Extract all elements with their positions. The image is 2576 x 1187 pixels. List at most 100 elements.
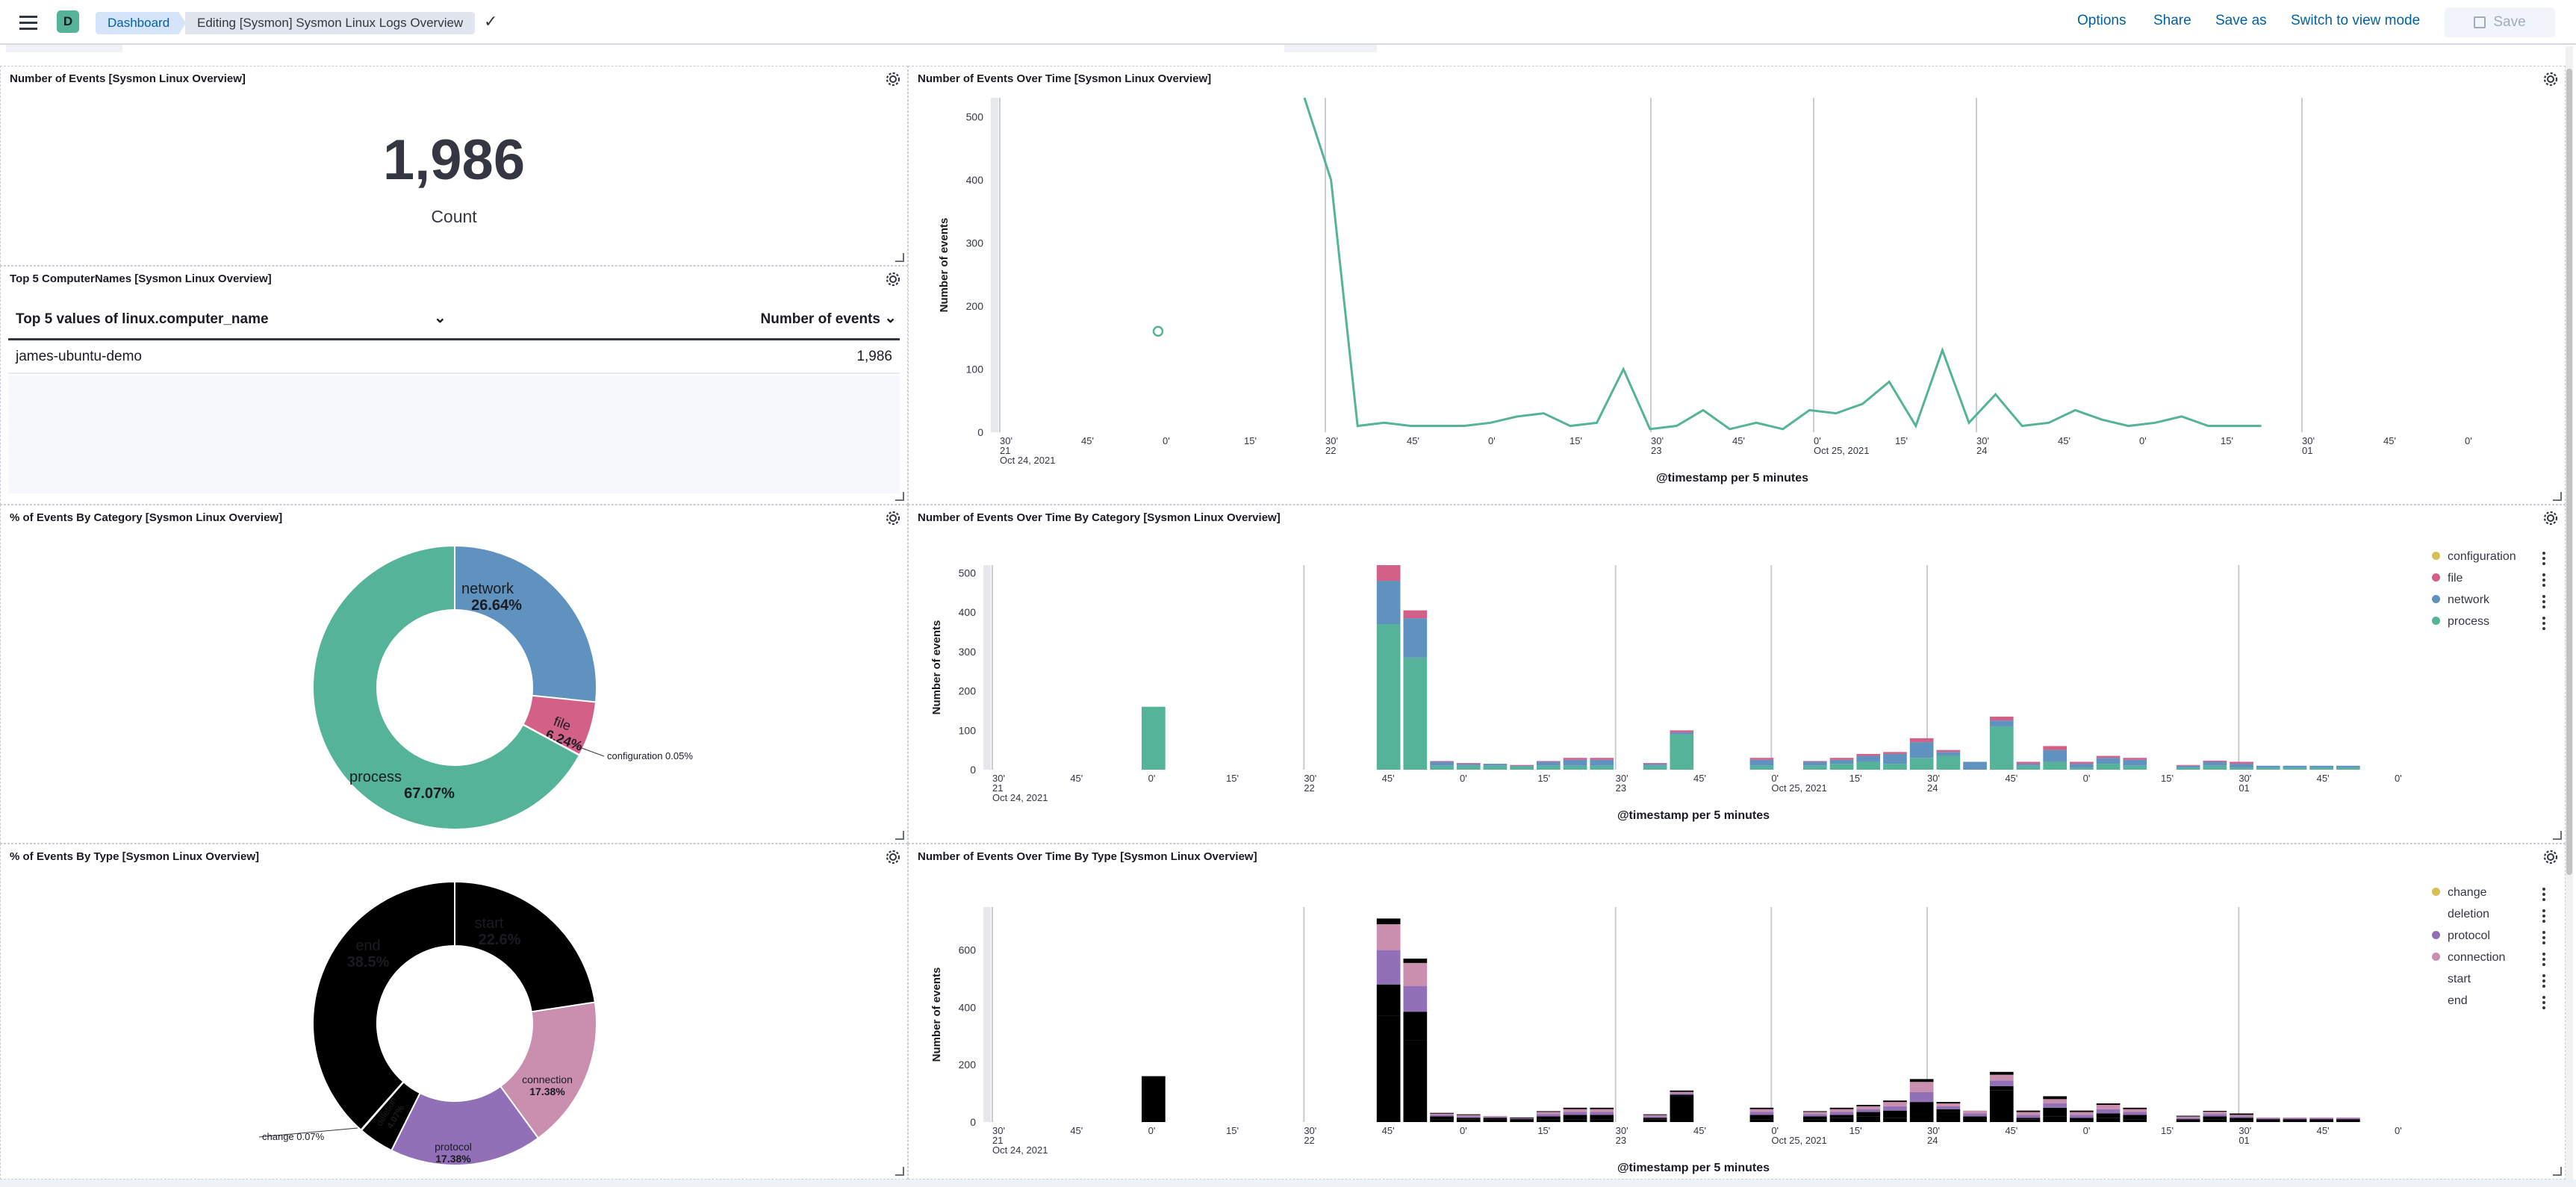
metric-value: 1,986 [382,128,526,192]
bar-segment-deletion [1670,1090,1694,1092]
legend-item-protocol[interactable]: protocol [2432,929,2545,950]
legend-swatch [2432,996,2440,1004]
chevron-down-icon[interactable]: ⌄ [884,310,897,326]
bar-segment-network [2309,765,2333,768]
resize-handle[interactable] [2553,831,2562,840]
x-tick-label: 45' [1070,1125,1083,1136]
more-actions-icon[interactable] [2542,617,2545,632]
more-actions-icon[interactable] [2542,996,2545,1011]
hamburger-menu-icon[interactable] [15,9,42,36]
chevron-down-icon[interactable]: ✓ [484,12,498,31]
gear-icon[interactable] [2541,847,2560,867]
more-actions-icon[interactable] [2542,931,2545,946]
space-avatar[interactable]: D [57,10,79,33]
resize-handle[interactable] [2553,492,2562,501]
bar-segment-start [2230,1118,2253,1121]
gear-icon[interactable] [883,270,903,289]
axis-shade [991,98,998,432]
bar-segment-end [1670,1096,1694,1122]
bar-segment-protocol [1430,1115,1454,1117]
legend-swatch [2432,617,2440,625]
gear-icon[interactable] [2541,69,2560,89]
legend-item-start[interactable]: start [2432,973,2545,994]
x-tick-label: 15' [1226,773,1239,784]
legend-item-deletion[interactable]: deletion [2432,908,2545,929]
bar-segment-protocol [1963,1113,1987,1117]
legend-item-change[interactable]: change [2432,886,2545,907]
bar-segment-end [1403,1040,1428,1122]
panel-top5-computernames: Top 5 ComputerNames [Sysmon Linux Overvi… [0,266,908,505]
legend-swatch [2432,573,2440,582]
bar-segment-process [1909,758,1934,770]
slice-label: protocol [435,1141,472,1153]
gear-icon[interactable] [883,847,903,867]
cell-computer-name[interactable]: james-ubuntu-demo [16,349,142,364]
resize-handle[interactable] [895,831,904,840]
bar-segment-connection [1483,1115,1508,1118]
bar-segment-process [1883,764,1907,770]
bar-segment-process [1563,765,1587,770]
more-actions-icon[interactable] [2542,909,2545,924]
more-actions-icon[interactable] [2542,953,2545,968]
options-link[interactable]: Options [2077,13,2127,28]
share-link[interactable]: Share [2153,13,2191,28]
breadcrumb-dashboard[interactable]: Dashboard [96,12,186,34]
more-actions-icon[interactable] [2542,974,2545,989]
legend-item-configuration[interactable]: configuration [2432,550,2545,571]
resize-handle[interactable] [895,1167,904,1176]
bar-segment-network [1643,764,1667,766]
x-tick-label: 45' [1407,435,1419,446]
legend-item-process[interactable]: process [2432,615,2545,636]
more-actions-icon[interactable] [2542,573,2545,588]
more-actions-icon[interactable] [2542,595,2545,610]
bar-segment-end [1936,1112,1961,1122]
x-tick-label: 30' 23 [1616,1125,1628,1146]
switch-to-view-mode-link[interactable]: Switch to view mode [2291,13,2421,28]
resize-handle[interactable] [895,253,904,262]
save-icon [2474,16,2486,28]
x-axis-title: @timestamp per 5 minutes [1617,1162,1770,1174]
more-actions-icon[interactable] [2542,552,2545,567]
x-tick-label: 30' 01 [2239,773,2251,794]
cell-count: 1,986 [856,349,892,364]
bar-segment-file [1590,758,1614,760]
legend-item-end[interactable]: end [2432,994,2545,1015]
bar-segment-network [2336,765,2360,768]
bar-segment-process [2176,767,2200,770]
legend-item-connection[interactable]: connection [2432,951,2545,972]
gear-icon[interactable] [2541,508,2560,528]
page-scrollbar[interactable] [2566,46,2573,1181]
slice-leader-line [575,745,605,757]
save-as-link[interactable]: Save as [2215,13,2267,28]
x-tick-label: 30' 23 [1651,435,1664,456]
resize-handle[interactable] [895,492,904,501]
legend-item-network[interactable]: network [2432,594,2545,614]
bar-segment-connection [1376,924,1401,950]
bar-segment-network [1963,761,1987,770]
resize-handle[interactable] [2553,1167,2562,1176]
more-actions-icon[interactable] [2542,888,2545,903]
scrollbar-thumb[interactable] [2566,69,2572,875]
x-tick-label: 0' [2465,435,2472,446]
slice-leader-line [258,1127,358,1138]
bar-segment-connection [2070,1112,2094,1115]
legend-swatch [2432,888,2440,896]
gear-icon[interactable] [883,508,903,528]
bar-segment-process [1936,755,1961,770]
bar-segment-network [2230,764,2253,768]
legend-item-file[interactable]: file [2432,572,2545,593]
x-tick-label: 45' [2383,435,2396,446]
gear-icon[interactable] [883,69,903,89]
panel-events-by-type-pie: % of Events By Type [Sysmon Linux Overvi… [0,844,908,1180]
slice-label: start [475,915,504,932]
bar-segment-deletion [1856,1104,1881,1106]
bar-segment-file [2230,761,2253,764]
y-tick-label: 400 [959,606,977,618]
column-header-computer-name[interactable]: Top 5 values of linux.computer_name [16,311,269,327]
chevron-down-icon[interactable]: ⌄ [434,310,447,326]
column-header-number-of-events[interactable]: Number of events [760,311,880,327]
bar-segment-network [1510,765,1534,767]
bar-segment-end [1376,1015,1401,1122]
bar-segment-deletion [1537,1111,1561,1112]
